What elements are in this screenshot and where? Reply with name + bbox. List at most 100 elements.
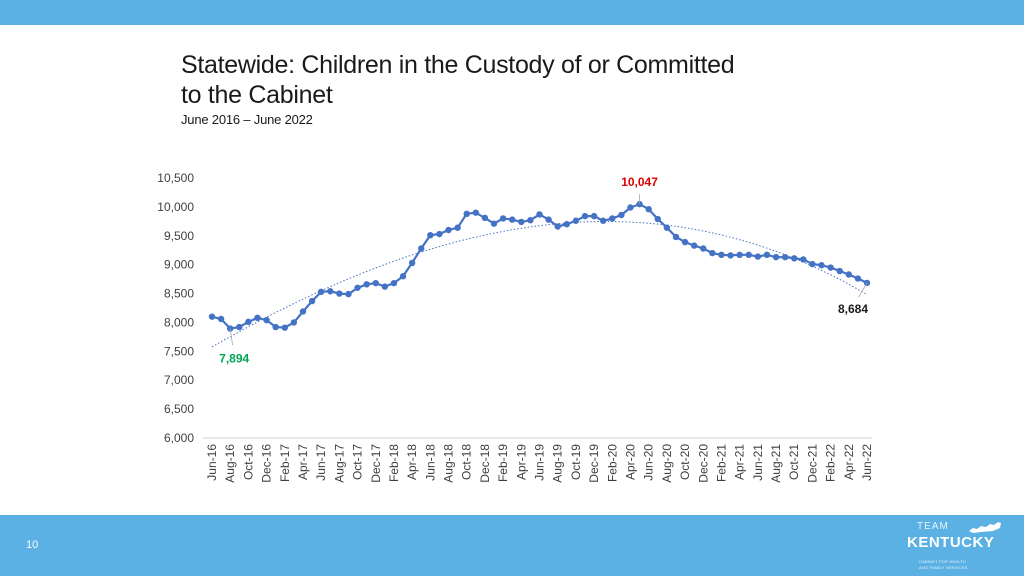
annotation-label-min: 7,894 bbox=[219, 352, 249, 366]
team-kentucky-logo: TEAM KENTUCKY CABINET FOR HEALTH AND FAM… bbox=[905, 519, 1009, 573]
kentucky-state-icon bbox=[969, 522, 1001, 533]
data-point bbox=[463, 210, 470, 218]
data-point bbox=[690, 242, 698, 249]
y-tick-label: 8,500 bbox=[164, 287, 194, 301]
annotation-label-last: 8,684 bbox=[838, 302, 868, 316]
data-point bbox=[763, 251, 771, 259]
data-point bbox=[317, 288, 325, 296]
slide-subtitle: June 2016 – June 2022 bbox=[181, 112, 313, 127]
x-tick-label: Oct-21 bbox=[787, 444, 801, 480]
data-point bbox=[718, 251, 725, 259]
data-point bbox=[772, 253, 780, 261]
y-tick-label: 9,000 bbox=[164, 258, 194, 272]
data-point bbox=[254, 314, 261, 322]
data-point bbox=[791, 255, 798, 262]
data-point bbox=[836, 267, 843, 275]
y-tick-label: 7,000 bbox=[164, 373, 194, 387]
x-tick-label: Jun-19 bbox=[533, 444, 547, 481]
x-tick-label: Jun-22 bbox=[860, 444, 874, 481]
x-tick-label: Feb-21 bbox=[714, 444, 728, 482]
x-tick-label: Oct-16 bbox=[241, 444, 255, 480]
data-point bbox=[263, 316, 270, 324]
data-point bbox=[609, 215, 616, 222]
x-tick-label: Apr-17 bbox=[296, 444, 310, 480]
x-tick-label: Oct-19 bbox=[569, 444, 583, 480]
x-tick-label: Oct-20 bbox=[678, 444, 692, 480]
y-tick-label: 6,000 bbox=[164, 431, 194, 445]
bottom-band bbox=[0, 515, 1024, 576]
data-point bbox=[627, 204, 634, 211]
x-tick-label: Feb-18 bbox=[387, 444, 401, 482]
page-number: 10 bbox=[26, 539, 39, 551]
x-tick-label: Aug-17 bbox=[332, 444, 346, 483]
x-tick-label: Apr-20 bbox=[623, 444, 637, 480]
data-point bbox=[217, 315, 225, 323]
data-point bbox=[245, 318, 252, 326]
data-point bbox=[545, 216, 552, 223]
data-point bbox=[226, 325, 234, 332]
data-point bbox=[709, 249, 716, 257]
data-point bbox=[818, 262, 825, 269]
logo-team-text: TEAM bbox=[917, 521, 949, 532]
x-tick-label: Dec-16 bbox=[260, 444, 274, 483]
x-tick-label: Feb-17 bbox=[278, 444, 292, 482]
data-point bbox=[427, 232, 434, 239]
data-point bbox=[281, 324, 288, 331]
data-point bbox=[554, 223, 561, 230]
data-point bbox=[481, 214, 489, 222]
data-point bbox=[308, 297, 316, 305]
data-point bbox=[527, 216, 534, 224]
x-tick-label: Oct-18 bbox=[460, 444, 474, 480]
x-tick-label: Feb-19 bbox=[496, 444, 510, 482]
logo-cabinet-text: CABINET FOR HEALTH bbox=[919, 559, 967, 564]
y-tick-label: 9,500 bbox=[164, 229, 194, 243]
data-point bbox=[590, 212, 598, 220]
data-point bbox=[363, 281, 370, 288]
data-point bbox=[336, 290, 343, 297]
data-point bbox=[509, 216, 516, 223]
x-tick-label: Feb-20 bbox=[605, 444, 619, 482]
data-point bbox=[809, 260, 816, 268]
data-point bbox=[618, 211, 625, 219]
series-line bbox=[211, 202, 868, 330]
data-point bbox=[536, 211, 543, 218]
x-tick-label: Jun-20 bbox=[642, 444, 656, 481]
y-tick-label: 8,000 bbox=[164, 315, 194, 329]
trendline bbox=[211, 221, 868, 348]
data-point bbox=[290, 319, 298, 326]
data-point bbox=[418, 245, 425, 252]
data-point bbox=[845, 271, 853, 278]
data-point bbox=[700, 245, 707, 252]
x-tick-label: Jun-21 bbox=[751, 444, 765, 481]
data-point bbox=[654, 215, 661, 223]
data-point bbox=[518, 218, 525, 226]
data-point bbox=[572, 217, 580, 224]
data-point bbox=[445, 226, 452, 234]
slide-title: Statewide: Children in the Custody of or… bbox=[181, 51, 735, 109]
data-point bbox=[372, 279, 379, 287]
annotation-leader bbox=[858, 282, 868, 298]
x-tick-label: Jun-18 bbox=[423, 444, 437, 481]
x-tick-label: Apr-19 bbox=[514, 444, 528, 480]
data-point bbox=[727, 252, 734, 259]
annotation-label-max: 10,047 bbox=[621, 175, 658, 189]
data-point bbox=[781, 253, 789, 261]
data-point bbox=[236, 323, 243, 331]
data-point bbox=[345, 290, 352, 298]
x-tick-label: Apr-22 bbox=[842, 444, 856, 480]
data-point bbox=[381, 283, 389, 290]
x-tick-label: Jun-17 bbox=[314, 444, 328, 481]
data-point bbox=[408, 259, 416, 267]
y-tick-label: 6,500 bbox=[164, 402, 194, 416]
x-tick-label: Dec-19 bbox=[587, 444, 601, 483]
data-point bbox=[399, 273, 407, 280]
data-point bbox=[563, 221, 570, 228]
data-point bbox=[354, 284, 361, 291]
data-point bbox=[454, 224, 461, 231]
x-tick-label: Dec-17 bbox=[369, 444, 383, 483]
data-point bbox=[736, 251, 743, 259]
data-point bbox=[390, 279, 398, 287]
data-point bbox=[800, 256, 807, 263]
x-tick-label: Aug-19 bbox=[551, 444, 565, 483]
